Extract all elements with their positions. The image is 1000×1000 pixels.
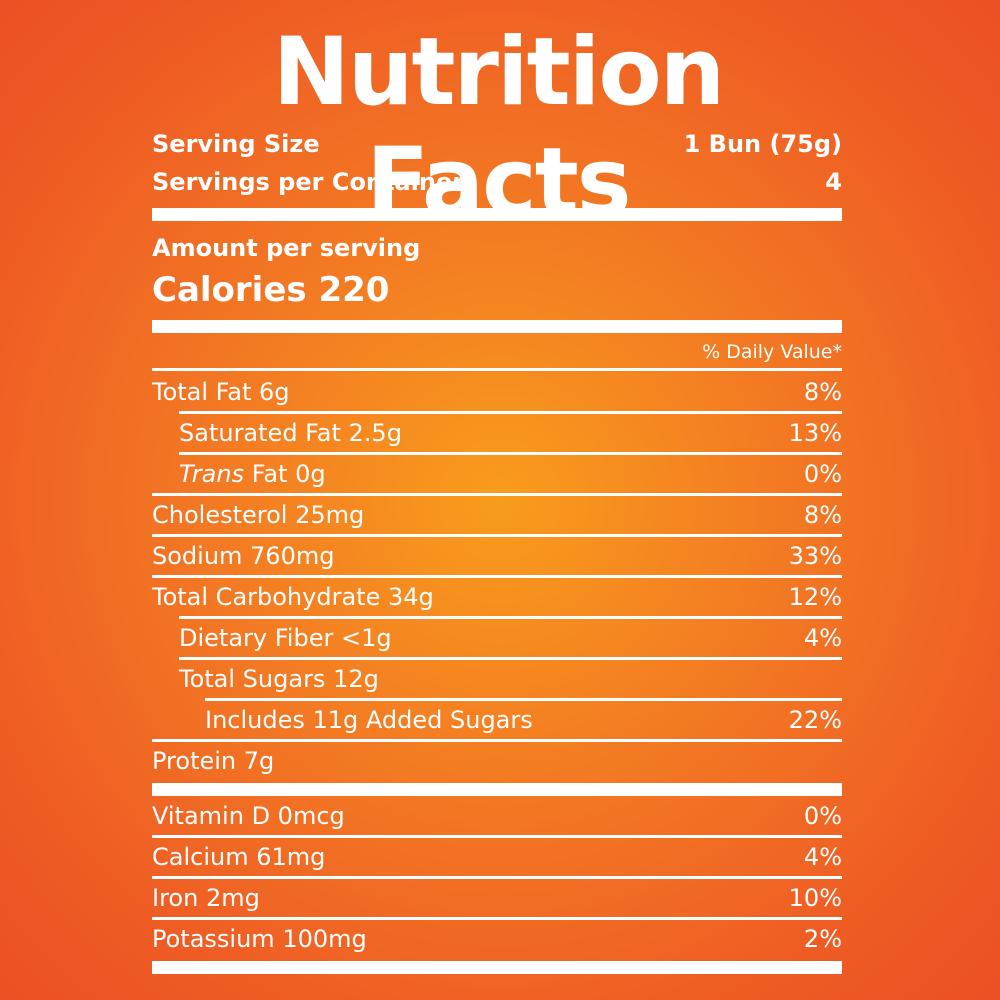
nutrient-label: Total Carbohydrate 34g: [152, 583, 434, 611]
daily-value-header: % Daily Value*: [702, 341, 842, 363]
nutrient-row-dietary-fiber: Dietary Fiber <1g 4%: [152, 618, 842, 658]
thin-divider: [179, 452, 842, 455]
thick-divider: [152, 783, 842, 796]
thin-divider: [179, 616, 842, 619]
thick-divider: [152, 961, 842, 974]
vitamin-label: Iron 2mg: [152, 884, 260, 912]
nutrient-row-trans-fat: Trans Fat 0g 0%: [152, 454, 842, 494]
trans-rest: Fat 0g: [244, 460, 326, 488]
nutrient-dv: 13%: [788, 419, 842, 447]
nutrient-dv: 33%: [788, 542, 842, 570]
thin-divider: [179, 411, 842, 414]
nutrient-label: Saturated Fat 2.5g: [179, 419, 402, 447]
vitamin-row-potassium: Potassium 100mg 2%: [152, 919, 842, 959]
nutrient-dv: 8%: [803, 378, 842, 406]
nutrient-row-added-sugars: Includes 11g Added Sugars 22%: [152, 700, 842, 740]
thin-divider: [152, 575, 842, 578]
nutrient-dv: 8%: [803, 501, 842, 529]
nutrient-row-total-sugars: Total Sugars 12g: [152, 659, 842, 699]
amount-per-serving: Amount per serving: [152, 234, 421, 262]
calories-value: Calories 220: [152, 270, 390, 310]
thin-divider: [152, 739, 842, 742]
trans-italic: Trans: [179, 460, 245, 488]
thick-divider: [152, 208, 842, 221]
vitamin-label: Calcium 61mg: [152, 843, 326, 871]
serving-size-label: Serving Size: [152, 130, 320, 158]
thin-divider: [152, 876, 842, 879]
thin-divider: [152, 534, 842, 537]
nutrient-label: Includes 11g Added Sugars: [205, 706, 533, 734]
nutrient-label: Sodium 760mg: [152, 542, 335, 570]
vitamin-row-iron: Iron 2mg 10%: [152, 878, 842, 918]
nutrient-label: Protein 7g: [152, 747, 275, 775]
servings-per-container-value: 4: [825, 168, 842, 196]
nutrition-facts-title: Nutrition Facts: [272, 18, 726, 237]
nutrient-row-saturated-fat: Saturated Fat 2.5g 13%: [152, 413, 842, 453]
servings-per-container-row: Servings per Container 4: [152, 162, 842, 202]
nutrient-label: Cholesterol 25mg: [152, 501, 365, 529]
thick-divider: [152, 320, 842, 333]
vitamin-dv: 4%: [803, 843, 842, 871]
nutrient-label: Dietary Fiber <1g: [179, 624, 392, 652]
nutrient-dv: 12%: [788, 583, 842, 611]
vitamin-label: Vitamin D 0mcg: [152, 802, 345, 830]
serving-size-row: Serving Size 1 Bun (75g): [152, 124, 842, 164]
thin-divider: [152, 368, 842, 371]
nutrient-dv: 0%: [803, 460, 842, 488]
vitamin-row-vitamin-d: Vitamin D 0mcg 0%: [152, 796, 842, 836]
serving-size-value: 1 Bun (75g): [683, 130, 842, 158]
vitamin-label: Potassium 100mg: [152, 925, 367, 953]
nutrient-label: Total Fat 6g: [152, 378, 290, 406]
thin-divider: [205, 698, 842, 701]
nutrient-label: Total Sugars 12g: [179, 665, 379, 693]
nutrient-row-protein: Protein 7g: [152, 741, 842, 781]
thin-divider: [179, 657, 842, 660]
vitamin-dv: 10%: [788, 884, 842, 912]
servings-per-container-label: Servings per Container: [152, 168, 465, 196]
nutrient-row-total-carbohydrate: Total Carbohydrate 34g 12%: [152, 577, 842, 617]
nutrition-facts-label: Nutrition Facts Serving Size 1 Bun (75g)…: [152, 0, 842, 1000]
thin-divider: [152, 493, 842, 496]
vitamin-dv: 2%: [803, 925, 842, 953]
nutrient-dv: 4%: [803, 624, 842, 652]
nutrient-dv: 22%: [788, 706, 842, 734]
vitamin-dv: 0%: [803, 802, 842, 830]
nutrient-row-sodium: Sodium 760mg 33%: [152, 536, 842, 576]
nutrient-row-cholesterol: Cholesterol 25mg 8%: [152, 495, 842, 535]
nutrient-label: Trans Fat 0g: [179, 454, 326, 494]
vitamin-row-calcium: Calcium 61mg 4%: [152, 837, 842, 877]
thin-divider: [152, 835, 842, 838]
thin-divider: [152, 917, 842, 920]
nutrient-row-total-fat: Total Fat 6g 8%: [152, 372, 842, 412]
